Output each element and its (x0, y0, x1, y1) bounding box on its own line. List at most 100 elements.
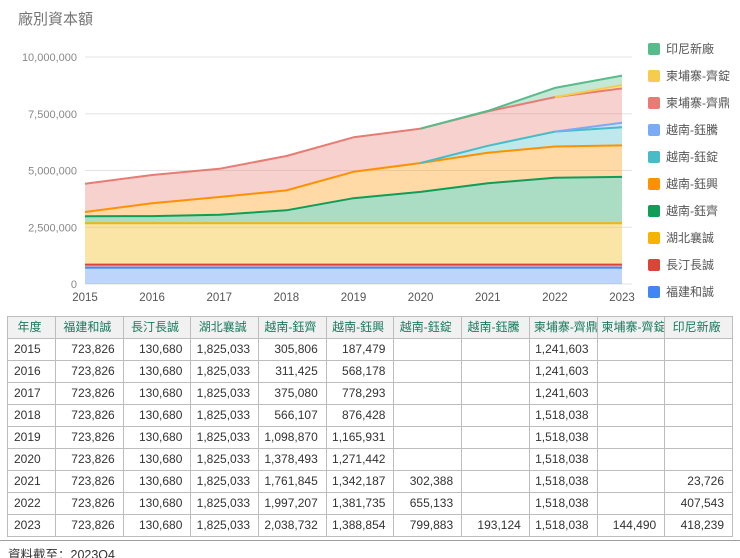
legend-swatch (648, 42, 660, 55)
table-cell-value (664, 448, 733, 471)
table-cell-value: 193,124 (461, 514, 530, 537)
table-cell-year: 2017 (7, 382, 56, 405)
table-cell-value (664, 360, 733, 383)
table-cell-value: 1,241,603 (528, 338, 598, 361)
legend-item[interactable]: 福建和誠 (648, 283, 730, 300)
table-cell-value: 407,543 (664, 492, 733, 515)
capital-table: 年度 福建和誠 長汀長誠 湖北襄誠 越南-鈺齊 越南-鈺興 越南-鈺錠 越南-鈺騰 柬埔寨-齊鼎… (7, 316, 733, 537)
table-cell-value (596, 338, 666, 361)
table-cell-value (596, 426, 666, 449)
table-header-cell: 印尼新廠 (664, 316, 733, 339)
table-cell-value (596, 382, 666, 405)
table-cell-value: 1,825,033 (190, 426, 260, 449)
svg-text:2017: 2017 (207, 292, 233, 304)
table-cell-value: 1,825,033 (190, 492, 260, 515)
table-cell-value (461, 470, 530, 493)
legend-swatch (648, 69, 660, 82)
legend-label: 越南-鈺興 (666, 177, 718, 191)
table-header-cell: 柬埔寨-齊錠 (596, 316, 666, 339)
legend-item[interactable]: 湖北襄誠 (648, 229, 730, 246)
table-cell-year: 2019 (7, 426, 56, 449)
legend-swatch (648, 231, 660, 244)
table-cell-value: 1,825,033 (190, 382, 260, 405)
table-cell-value: 1,518,038 (528, 470, 598, 493)
table-cell-value: 130,680 (122, 338, 192, 361)
table-header-cell: 福建和誠 (55, 316, 124, 339)
table-row: 2018 723,826 130,680 1,825,033 566,107 876,42… (7, 404, 733, 427)
table-cell-year: 2022 (7, 492, 56, 515)
table-cell-year: 2015 (7, 338, 56, 361)
legend-swatch (648, 150, 660, 163)
table-cell-year: 2023 (7, 514, 56, 537)
legend-item[interactable]: 越南-鈺騰 (648, 121, 730, 138)
table-cell-value (664, 382, 733, 405)
table-cell-value: 655,133 (393, 492, 463, 515)
svg-text:2021: 2021 (475, 292, 501, 304)
table-header-cell: 越南-鈺齊 (258, 316, 327, 339)
table-cell-value: 799,883 (393, 514, 463, 537)
table-cell-value: 1,381,735 (325, 492, 395, 515)
svg-text:10,000,000: 10,000,000 (22, 52, 77, 64)
table-header-cell: 越南-鈺騰 (461, 316, 530, 339)
table-header-row: 年度 福建和誠 長汀長誠 湖北襄誠 越南-鈺齊 越南-鈺興 越南-鈺錠 越南-鈺騰 柬埔寨-齊鼎… (7, 316, 733, 339)
legend-item[interactable]: 柬埔寨-齊鼎 (648, 94, 730, 111)
legend-label: 越南-鈺錠 (666, 150, 718, 164)
table-cell-value: 305,806 (258, 338, 327, 361)
table-cell-value: 130,680 (122, 360, 192, 383)
legend-swatch (648, 96, 660, 109)
table-cell-year: 2021 (7, 470, 56, 493)
table-cell-value: 2,038,732 (258, 514, 327, 537)
legend-swatch (648, 123, 660, 136)
chart-legend: 印尼新廠柬埔寨-齊錠 柬埔寨-齊鼎 越南-鈺騰越南-鈺錠越南-鈺興越南-鈺齊湖北襄誠… (648, 40, 730, 300)
table-head: 年度 福建和誠 長汀長誠 湖北襄誠 越南-鈺齊 越南-鈺興 越南-鈺錠 越南-鈺騰 柬埔寨-齊鼎… (7, 316, 733, 339)
table-header-cell: 湖北襄誠 (190, 316, 260, 339)
legend-item[interactable]: 越南-鈺錠 (648, 148, 730, 165)
table-cell-value (596, 448, 666, 471)
table-cell-value: 1,098,870 (258, 426, 327, 449)
table-cell-value: 1,518,038 (528, 492, 598, 515)
table-cell-value: 1,388,854 (325, 514, 395, 537)
table-row: 2021 723,826 130,680 1,825,033 1,761,845 1,34… (7, 470, 733, 493)
table-cell-value: 130,680 (122, 404, 192, 427)
table-cell-value: 130,680 (122, 382, 192, 405)
table-cell-value: 1,241,603 (528, 382, 598, 405)
table-cell-value: 1,518,038 (528, 514, 598, 537)
table-cell-value: 1,518,038 (528, 404, 598, 427)
table-cell-value: 187,479 (325, 338, 395, 361)
legend-item[interactable]: 越南-鈺興 (648, 175, 730, 192)
table-cell-value: 723,826 (55, 470, 124, 493)
legend-item[interactable]: 長汀長誠 (648, 256, 730, 273)
table-cell-value: 1,825,033 (190, 360, 260, 383)
legend-swatch (648, 258, 660, 271)
table-cell-value: 723,826 (55, 492, 124, 515)
table-cell-value: 130,680 (122, 514, 192, 537)
table-cell-value: 1,165,931 (325, 426, 395, 449)
legend-item[interactable]: 柬埔寨-齊錠 (648, 67, 730, 84)
table-row: 2020 723,826 130,680 1,825,033 1,378,493 1,27… (7, 448, 733, 471)
table-cell-value: 723,826 (55, 514, 124, 537)
table-cell-value: 1,825,033 (190, 404, 260, 427)
table-cell-value: 23,726 (664, 470, 733, 493)
table-row: 2017 723,826 130,680 1,825,033 375,080 778,29… (7, 382, 733, 405)
area-chart-svg[interactable]: 0 2,500,000 5,000,000 7,500,000 10,000,000 20… (0, 0, 740, 314)
table-cell-value (664, 426, 733, 449)
table-cell-value: 418,239 (664, 514, 733, 537)
svg-text:2020: 2020 (408, 292, 434, 304)
table-cell-value (461, 338, 530, 361)
table-cell-value (461, 382, 530, 405)
table-cell-value: 723,826 (55, 448, 124, 471)
chart-title: 廠別資本額 (18, 11, 94, 28)
table-row: 2015 723,826 130,680 1,825,033 305,806 187,47… (7, 338, 733, 361)
table-row: 2022 723,826 130,680 1,825,033 1,997,207 1,38… (7, 492, 733, 515)
table-cell-value: 1,825,033 (190, 514, 260, 537)
table-cell-value (596, 360, 666, 383)
legend-item[interactable]: 越南-鈺齊 (648, 202, 730, 219)
table-cell-value: 723,826 (55, 338, 124, 361)
legend-label: 越南-鈺騰 (666, 123, 718, 137)
table-cell-value: 130,680 (122, 470, 192, 493)
table-cell-value: 130,680 (122, 426, 192, 449)
legend-item[interactable]: 印尼新廠 (648, 40, 730, 57)
legend-swatch (648, 285, 660, 298)
table-cell-value: 1,825,033 (190, 470, 260, 493)
legend-label: 印尼新廠 (666, 42, 715, 56)
